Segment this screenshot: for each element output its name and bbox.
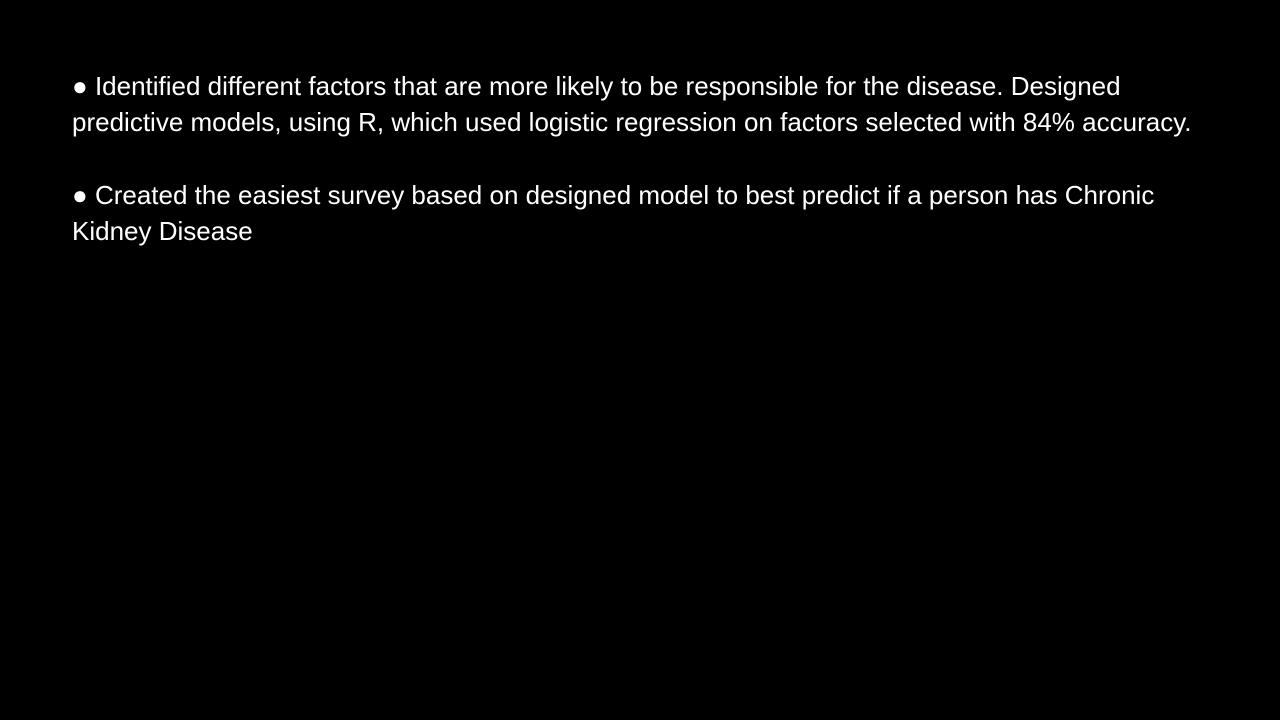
bullet-text: Identified different factors that are mo…: [72, 71, 1192, 137]
bullet-marker: ●: [72, 180, 95, 210]
bullet-text: Created the easiest survey based on desi…: [72, 180, 1155, 246]
bullet-list: ● Identified different factors that are …: [72, 68, 1192, 249]
bullet-item: ● Identified different factors that are …: [72, 68, 1192, 140]
bullet-marker: ●: [72, 71, 95, 101]
bullet-item: ● Created the easiest survey based on de…: [72, 177, 1192, 249]
